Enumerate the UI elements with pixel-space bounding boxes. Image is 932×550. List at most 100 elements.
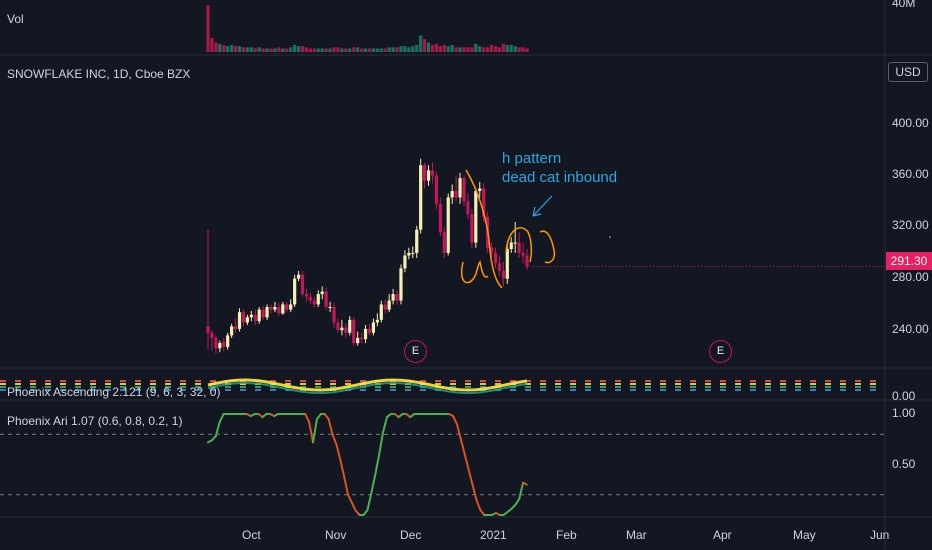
ari-segment bbox=[343, 475, 350, 496]
currency-button[interactable]: USD bbox=[888, 62, 928, 82]
candle-body bbox=[509, 242, 513, 249]
candle-body bbox=[478, 188, 482, 191]
candle-body bbox=[308, 296, 312, 301]
candle-body bbox=[430, 170, 435, 176]
candle-body bbox=[415, 229, 419, 253]
candle-body bbox=[489, 247, 494, 253]
ari-segment bbox=[518, 481, 525, 500]
time-label-oct: Oct bbox=[242, 528, 261, 542]
candle-body bbox=[296, 274, 301, 279]
volume-bar bbox=[293, 44, 297, 52]
volume-bar bbox=[340, 48, 344, 52]
candle-body bbox=[462, 178, 466, 202]
candle-body bbox=[379, 304, 383, 320]
volume-bar bbox=[230, 44, 234, 52]
candle-body bbox=[458, 178, 462, 198]
price-tick: 240.00 bbox=[892, 322, 929, 336]
volume-bar bbox=[415, 44, 419, 52]
volume-bar bbox=[521, 47, 525, 52]
volume-bar bbox=[375, 48, 379, 52]
candle-body bbox=[403, 255, 407, 269]
volume-bar bbox=[296, 46, 301, 52]
candle-body bbox=[407, 252, 411, 256]
indicator2-label[interactable]: Phoenix Ari 1.07 (0.6, 0.8, 0.2, 1) bbox=[7, 414, 183, 428]
volume-bar bbox=[517, 47, 521, 52]
ari-segment bbox=[304, 413, 311, 424]
volume-bar bbox=[206, 5, 210, 52]
volume-bar bbox=[501, 43, 505, 52]
candle-body bbox=[352, 319, 356, 344]
candle-body bbox=[426, 170, 431, 181]
ari-segment bbox=[374, 453, 381, 476]
annotation-arrow-line bbox=[532, 195, 553, 217]
volume-bar bbox=[281, 48, 285, 52]
ari-segment bbox=[214, 421, 221, 438]
candle-body bbox=[328, 307, 332, 308]
volume-bar bbox=[312, 48, 316, 52]
volume-bar bbox=[391, 47, 395, 52]
ari-segment bbox=[327, 418, 334, 436]
volume-bar bbox=[466, 47, 470, 52]
ari-segment bbox=[455, 423, 462, 441]
volume-bar bbox=[245, 47, 249, 52]
earnings-marker[interactable]: E bbox=[709, 340, 732, 363]
volume-label: Vol bbox=[7, 12, 24, 26]
candle-body bbox=[497, 263, 502, 271]
candle-body bbox=[344, 327, 348, 333]
earnings-marker[interactable]: E bbox=[404, 340, 427, 363]
price-tick: 360.00 bbox=[892, 167, 929, 181]
candlesticks bbox=[206, 158, 885, 354]
ari-segment bbox=[475, 498, 482, 511]
volume-bar bbox=[458, 47, 462, 52]
volume-bar bbox=[222, 44, 226, 52]
ari-segment bbox=[323, 413, 330, 421]
candle-body bbox=[395, 294, 399, 301]
volume-bars bbox=[206, 5, 529, 52]
ari-segment bbox=[362, 508, 369, 516]
volume-bar bbox=[438, 46, 442, 52]
candle-body bbox=[505, 249, 509, 279]
volume-bar bbox=[434, 43, 439, 52]
candle-body bbox=[356, 337, 360, 344]
volume-bar bbox=[430, 44, 435, 52]
ari-segment bbox=[514, 497, 521, 506]
candle-body bbox=[411, 252, 415, 254]
indicator1-label[interactable]: Phoenix Ascending 2.121 (9, 6, 3, 32, 0) bbox=[7, 385, 221, 399]
volume-bar bbox=[289, 47, 293, 52]
annotation-text[interactable]: h pattern dead cat inbound bbox=[502, 149, 617, 187]
ari-segment bbox=[218, 413, 225, 424]
candle-body bbox=[304, 294, 309, 297]
candle-body bbox=[446, 197, 450, 253]
annotation-line1: h pattern bbox=[502, 150, 562, 167]
ari-segment bbox=[459, 438, 466, 456]
candle-body bbox=[482, 188, 486, 217]
freehand-curve bbox=[539, 230, 556, 264]
volume-bar bbox=[379, 48, 383, 52]
volume-bar bbox=[233, 46, 238, 52]
volume-bar bbox=[363, 48, 368, 52]
volume-bar bbox=[454, 47, 458, 52]
candle-body bbox=[466, 201, 470, 215]
time-label-jun: Jun bbox=[870, 528, 890, 542]
candle-body bbox=[375, 319, 379, 323]
volume-bar bbox=[359, 48, 364, 52]
ari-segment bbox=[335, 443, 342, 461]
volume-bar bbox=[497, 47, 502, 52]
volume-bar bbox=[505, 44, 509, 52]
volume-bar bbox=[423, 39, 427, 52]
ari-segment bbox=[308, 421, 315, 444]
candle-body bbox=[300, 274, 305, 295]
indicator1-axis-label: 0.00 bbox=[892, 389, 916, 403]
stray-dot bbox=[609, 236, 611, 238]
candle-body bbox=[249, 314, 253, 318]
symbol-title[interactable]: SNOWFLAKE INC, 1D, Cboe BZX bbox=[7, 67, 191, 81]
volume-bar bbox=[509, 44, 513, 52]
candle-body bbox=[419, 165, 423, 230]
volume-bar bbox=[399, 46, 403, 52]
ari-segment bbox=[339, 458, 346, 478]
volume-bar bbox=[344, 48, 348, 52]
candle-body bbox=[501, 270, 505, 279]
time-label-apr: Apr bbox=[713, 528, 732, 542]
candle-body bbox=[273, 307, 277, 310]
